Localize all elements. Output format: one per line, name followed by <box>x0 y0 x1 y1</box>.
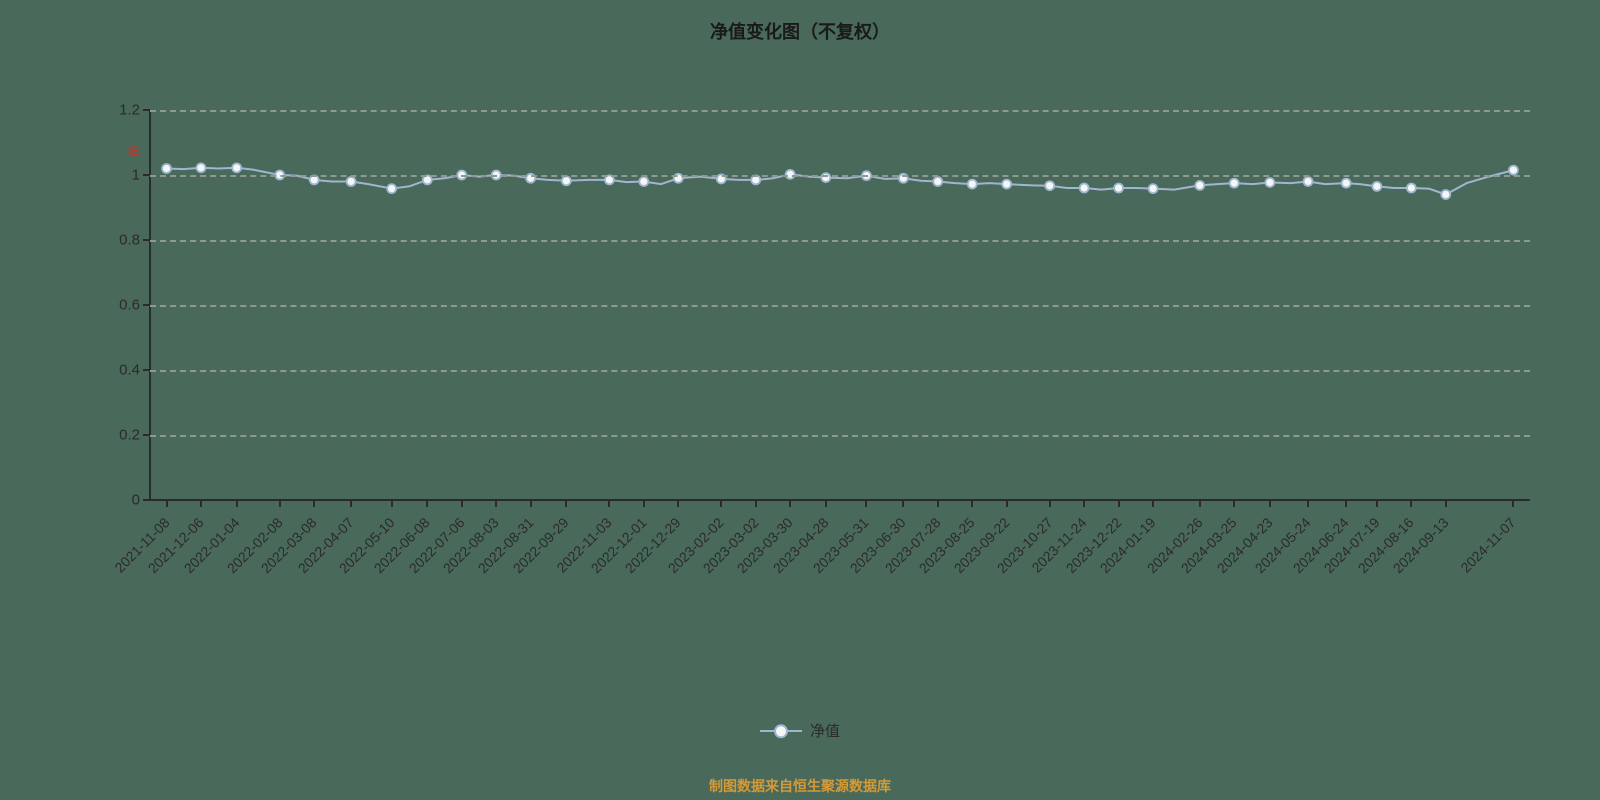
x-tick <box>391 500 393 507</box>
series-marker <box>347 177 356 186</box>
series-marker <box>933 177 942 186</box>
x-tick-label: 2024-11-07 <box>1444 514 1519 589</box>
x-tick <box>865 500 867 507</box>
y-tick-label: 1.2 <box>90 102 140 119</box>
y-tick <box>143 174 150 176</box>
x-tick <box>1376 500 1378 507</box>
x-tick <box>1345 500 1347 507</box>
x-tick <box>565 500 567 507</box>
nav-chart: 净值变化图（不复权） IE 净值 制图数据来自恒生聚源数据库 0 0.2 0.4 0.… <box>0 0 1600 800</box>
series-marker <box>197 163 206 172</box>
series-marker <box>1045 181 1054 190</box>
x-tick <box>1049 500 1051 507</box>
x-tick <box>313 500 315 507</box>
y-tick-label: 0.8 <box>90 232 140 249</box>
legend-label: 净值 <box>810 720 840 741</box>
watermark-label: IE <box>128 144 139 158</box>
x-tick <box>1307 500 1309 507</box>
series-marker <box>1265 178 1274 187</box>
x-tick <box>200 500 202 507</box>
x-tick <box>755 500 757 507</box>
gridline <box>150 370 1530 372</box>
source-note: 制图数据来自恒生聚源数据库 <box>0 776 1600 796</box>
gridline <box>150 240 1530 242</box>
y-tick-label: 0.4 <box>90 362 140 379</box>
x-tick <box>643 500 645 507</box>
plot-area <box>150 110 1530 500</box>
series-marker <box>232 163 241 172</box>
series-marker <box>1080 184 1089 193</box>
legend-line-icon <box>760 730 802 732</box>
series-marker <box>1195 181 1204 190</box>
series-marker <box>639 177 648 186</box>
series-marker <box>1441 190 1450 199</box>
y-tick <box>143 434 150 436</box>
y-tick <box>143 239 150 241</box>
x-tick <box>1006 500 1008 507</box>
series-marker <box>1149 184 1158 193</box>
x-tick <box>495 500 497 507</box>
x-tick <box>461 500 463 507</box>
gridline <box>150 435 1530 437</box>
gridline <box>150 305 1530 307</box>
series-marker <box>387 184 396 193</box>
legend-marker-icon <box>774 724 788 738</box>
x-tick <box>1118 500 1120 507</box>
series-marker <box>1342 179 1351 188</box>
series-marker <box>1304 177 1313 186</box>
x-tick <box>789 500 791 507</box>
x-tick <box>677 500 679 507</box>
x-tick <box>608 500 610 507</box>
series-marker <box>1002 180 1011 189</box>
chart-legend: 净值 <box>0 720 1600 741</box>
x-tick <box>1269 500 1271 507</box>
x-tick <box>720 500 722 507</box>
x-tick <box>1083 500 1085 507</box>
series-marker <box>1407 184 1416 193</box>
x-tick <box>279 500 281 507</box>
series-marker <box>562 176 571 185</box>
x-tick <box>902 500 904 507</box>
x-tick <box>426 500 428 507</box>
y-tick <box>143 369 150 371</box>
series-marker <box>1114 184 1123 193</box>
x-tick <box>1445 500 1447 507</box>
x-tick <box>236 500 238 507</box>
series-marker <box>1372 182 1381 191</box>
y-tick <box>143 304 150 306</box>
x-tick <box>971 500 973 507</box>
y-tick-label: 0 <box>90 492 140 509</box>
chart-title: 净值变化图（不复权） <box>0 18 1600 44</box>
series-marker <box>1509 166 1518 175</box>
x-tick <box>530 500 532 507</box>
x-tick <box>937 500 939 507</box>
x-tick <box>1512 500 1514 507</box>
x-tick <box>166 500 168 507</box>
x-tick <box>350 500 352 507</box>
x-tick <box>1410 500 1412 507</box>
x-tick <box>825 500 827 507</box>
x-tick <box>1152 500 1154 507</box>
y-tick-label: 1 <box>90 167 140 184</box>
x-tick <box>1233 500 1235 507</box>
y-tick-label: 0.6 <box>90 297 140 314</box>
y-tick <box>143 109 150 111</box>
series-marker <box>162 164 171 173</box>
y-tick <box>143 499 150 501</box>
y-tick-label: 0.2 <box>90 427 140 444</box>
x-tick <box>1199 500 1201 507</box>
gridline <box>150 175 1530 177</box>
series-marker <box>968 180 977 189</box>
series-marker <box>1230 179 1239 188</box>
gridline <box>150 110 1530 112</box>
